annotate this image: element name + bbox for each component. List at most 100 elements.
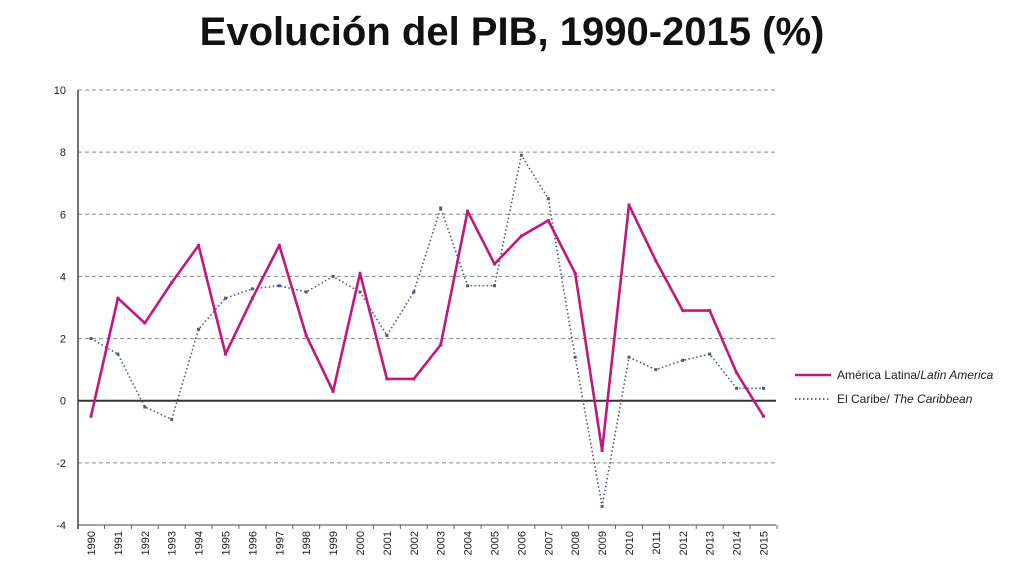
x-tick-label: 1997 bbox=[274, 531, 286, 555]
data-point-0-18 bbox=[573, 271, 577, 275]
x-tick-label: 2006 bbox=[516, 531, 528, 555]
x-tick-label: 1990 bbox=[86, 531, 98, 555]
data-point-0-2 bbox=[143, 321, 147, 325]
data-point-0-24 bbox=[735, 371, 739, 375]
y-tick-label: 2 bbox=[60, 334, 66, 346]
data-point-1-4 bbox=[197, 327, 201, 331]
x-tick-label: 1991 bbox=[113, 531, 125, 555]
data-point-0-8 bbox=[304, 333, 308, 337]
y-tick-label: 10 bbox=[54, 85, 66, 97]
x-tick-label: 1999 bbox=[328, 531, 340, 555]
data-point-0-20 bbox=[627, 203, 631, 207]
data-point-1-1 bbox=[116, 352, 120, 356]
data-point-0-5 bbox=[224, 352, 227, 356]
x-tick-label: 2009 bbox=[597, 531, 609, 555]
data-point-0-17 bbox=[546, 219, 550, 222]
data-point-1-5 bbox=[224, 296, 227, 300]
legend-label-main: América Latina/ bbox=[837, 368, 921, 382]
data-point-1-13 bbox=[439, 206, 443, 210]
data-point-0-4 bbox=[197, 243, 201, 247]
legend-label-main: El Caribe/ bbox=[837, 392, 890, 406]
legend-label-alt: Latin America bbox=[920, 368, 993, 382]
data-point-1-3 bbox=[170, 417, 174, 421]
data-point-0-25 bbox=[762, 414, 765, 418]
data-point-1-7 bbox=[277, 284, 281, 288]
x-tick-label: 2002 bbox=[409, 531, 421, 555]
data-point-0-15 bbox=[493, 262, 496, 266]
x-tick-label: 1992 bbox=[140, 531, 152, 555]
y-tick-label: 4 bbox=[60, 271, 66, 283]
data-point-1-0 bbox=[89, 337, 93, 341]
y-tick-label: 6 bbox=[60, 209, 66, 221]
y-tick-label: 0 bbox=[60, 396, 66, 408]
data-point-0-9 bbox=[331, 389, 335, 393]
x-tick-label: 2001 bbox=[382, 531, 394, 555]
data-point-0-12 bbox=[412, 377, 416, 381]
x-tick-labels: 1990 1991 1992 1993 1994 1995 1996 1997 1998 1999… bbox=[77, 525, 778, 555]
x-tick-label: 1994 bbox=[194, 531, 206, 555]
x-tick-label: 2014 bbox=[732, 531, 744, 555]
data-point-0-19 bbox=[600, 448, 604, 452]
legend-label-0: América Latina/Latin America bbox=[837, 368, 994, 382]
x-tick-label: 2015 bbox=[759, 531, 771, 555]
data-point-0-10 bbox=[358, 271, 362, 275]
x-tick-label: 2005 bbox=[490, 531, 502, 555]
data-point-0-21 bbox=[654, 259, 658, 263]
x-tick-label: 1998 bbox=[301, 531, 313, 555]
data-point-1-6 bbox=[250, 287, 254, 291]
data-point-1-16 bbox=[519, 153, 523, 157]
y-tick-label: -2 bbox=[56, 458, 66, 470]
data-point-1-10 bbox=[358, 290, 362, 294]
series-lines bbox=[89, 153, 765, 508]
legend-label-alt: The Caribbean bbox=[890, 392, 973, 406]
data-point-1-20 bbox=[627, 355, 631, 359]
legend-label-1: El Caribe/ The Caribbean bbox=[837, 392, 973, 406]
series-line-0 bbox=[89, 203, 765, 452]
data-point-0-1 bbox=[116, 296, 120, 300]
data-point-1-8 bbox=[304, 290, 308, 294]
axes bbox=[77, 90, 776, 529]
x-tick-label: 2000 bbox=[355, 531, 367, 555]
data-point-0-0 bbox=[89, 414, 93, 418]
x-tick-label: 2003 bbox=[436, 531, 448, 555]
data-point-1-19 bbox=[600, 504, 604, 508]
x-tick-label: 1993 bbox=[167, 531, 179, 555]
data-point-1-9 bbox=[331, 274, 335, 278]
data-point-0-16 bbox=[519, 234, 523, 238]
x-tick-label: 2008 bbox=[570, 531, 582, 555]
data-point-1-11 bbox=[385, 333, 389, 337]
data-point-1-14 bbox=[466, 284, 470, 288]
x-tick-label: 2007 bbox=[543, 531, 555, 555]
x-tick-label: 2012 bbox=[678, 531, 690, 555]
series-line-1 bbox=[90, 154, 764, 508]
data-point-0-22 bbox=[681, 309, 685, 313]
data-point-1-21 bbox=[654, 368, 658, 372]
data-point-0-23 bbox=[708, 309, 712, 313]
data-point-1-25 bbox=[762, 386, 765, 390]
legend: América Latina/Latin America El Caribe/ T… bbox=[795, 368, 994, 406]
data-point-1-12 bbox=[412, 290, 416, 294]
data-point-1-23 bbox=[708, 352, 712, 356]
chart-title: Evolución del PIB, 1990-2015 (%) bbox=[199, 10, 825, 54]
y-tick-label: -4 bbox=[56, 520, 66, 532]
data-point-1-15 bbox=[493, 284, 496, 288]
grid-lines bbox=[78, 89, 776, 464]
data-point-0-6 bbox=[250, 296, 254, 300]
data-point-1-17 bbox=[546, 197, 550, 201]
x-tick-label: 2010 bbox=[624, 531, 636, 555]
y-tick-labels: 10 8 6 4 2 0 -2 -4 bbox=[54, 85, 66, 532]
y-tick-label: 8 bbox=[60, 147, 66, 159]
x-tick-label: 2013 bbox=[705, 531, 717, 555]
data-point-0-3 bbox=[170, 281, 174, 285]
data-point-0-14 bbox=[466, 209, 470, 213]
x-tick-label: 1996 bbox=[247, 531, 259, 555]
data-point-0-11 bbox=[385, 377, 389, 381]
data-point-1-22 bbox=[681, 358, 685, 362]
data-point-0-13 bbox=[439, 343, 443, 347]
data-point-1-18 bbox=[573, 355, 577, 359]
data-point-1-24 bbox=[735, 386, 739, 390]
x-tick-label: 2011 bbox=[651, 531, 663, 555]
x-tick-label: 2004 bbox=[463, 531, 475, 555]
data-point-0-7 bbox=[277, 243, 281, 247]
